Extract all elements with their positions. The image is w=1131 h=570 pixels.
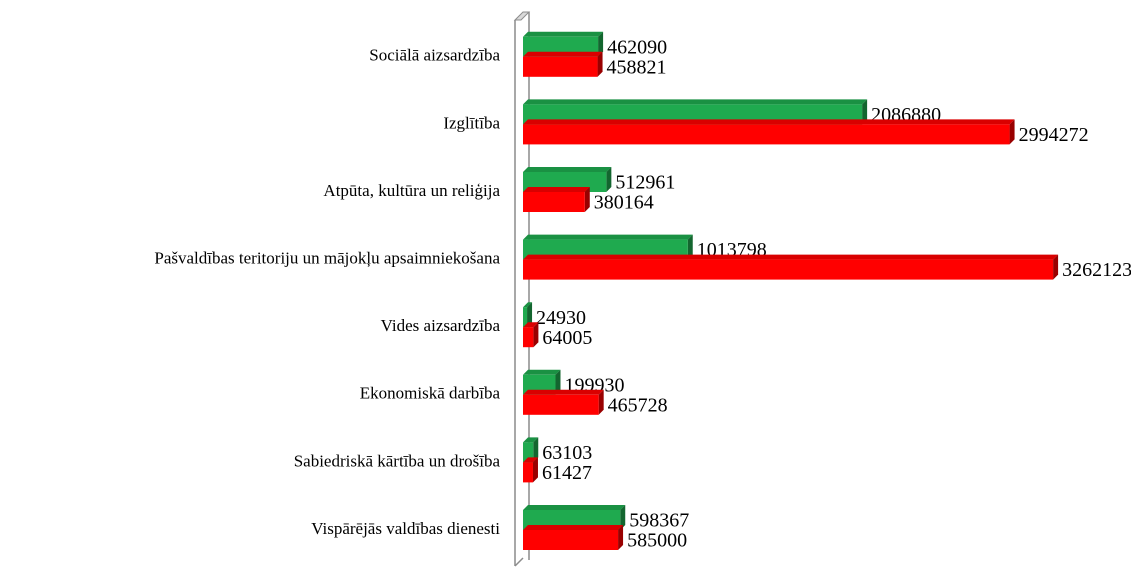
bar-side [606,167,612,192]
bar [523,51,603,77]
bar-front [523,56,598,77]
bar-front [523,192,585,212]
bar-top [523,31,604,37]
data-label: 61427 [542,462,592,484]
bar-top [523,254,1059,260]
bar-side [618,525,624,550]
bar-top [523,51,603,57]
bar-front [523,327,534,348]
bar-side [533,322,539,348]
bar-side [532,457,538,483]
bar [523,254,1059,280]
bar [523,187,590,212]
bar-side [620,505,626,530]
bar-side [584,187,590,212]
data-label: 598367 [629,510,689,532]
axis-wall-top [513,11,531,21]
bar-front [523,307,528,328]
bar-side [598,31,604,57]
category-label: Pašvaldības teritoriju un mājokļu apsaim… [154,249,500,268]
bar-top [523,322,539,328]
bar-top [523,389,604,395]
bar-top [523,437,539,443]
axis-wall-bottom [514,557,524,567]
bar-front [523,124,1010,145]
bar-side [533,437,539,463]
bar-side [597,51,603,77]
category-label: Sociālā aizsardzība [369,46,500,65]
bar-front [523,462,533,483]
bar-top [523,369,561,375]
bar-side [1053,254,1059,280]
bar-front [523,394,599,415]
bar-front [523,259,1054,280]
category-label: Ekonomiskā darbība [360,384,501,403]
data-label: 462090 [607,36,667,58]
bar [523,457,538,483]
data-label: 458821 [607,56,667,78]
category-label: Izglītība [443,113,500,132]
bar [523,525,624,550]
category-label: Sabiedriskā kārtība un drošība [294,451,501,470]
category-label: Atpūta, kultūra un reliģija [323,181,500,200]
bar-side [527,302,533,328]
bar-side [555,369,561,395]
bar [523,119,1015,145]
bar [523,437,539,463]
data-label: 24930 [536,307,586,329]
bar [523,322,539,348]
bar-side [598,389,604,415]
bar-top [523,234,693,240]
data-label: 585000 [627,530,687,552]
data-label: 3262123 [1062,259,1131,281]
data-label: 380164 [594,192,654,214]
bar [523,302,533,328]
data-label: 512961 [615,172,675,194]
category-label: Vides aizsardzība [381,316,501,335]
bar-top [523,167,612,172]
data-label: 2994272 [1019,124,1089,146]
data-label: 64005 [542,327,592,349]
bar-side [862,99,868,125]
bar-top [523,302,533,308]
bar-top [523,505,626,510]
data-label: 465728 [608,394,668,416]
bar-front [523,442,534,463]
bar-side [1009,119,1015,145]
category-label: Vispārējās valdības dienesti [311,519,500,538]
bar-front [523,530,619,550]
data-label: 63103 [542,442,592,464]
bar-side [687,234,693,260]
bar-top [523,457,538,463]
bar-top [523,99,868,105]
bar [523,389,604,415]
bar-top [523,119,1015,125]
bar-top [523,525,624,530]
bar-top [523,187,590,192]
